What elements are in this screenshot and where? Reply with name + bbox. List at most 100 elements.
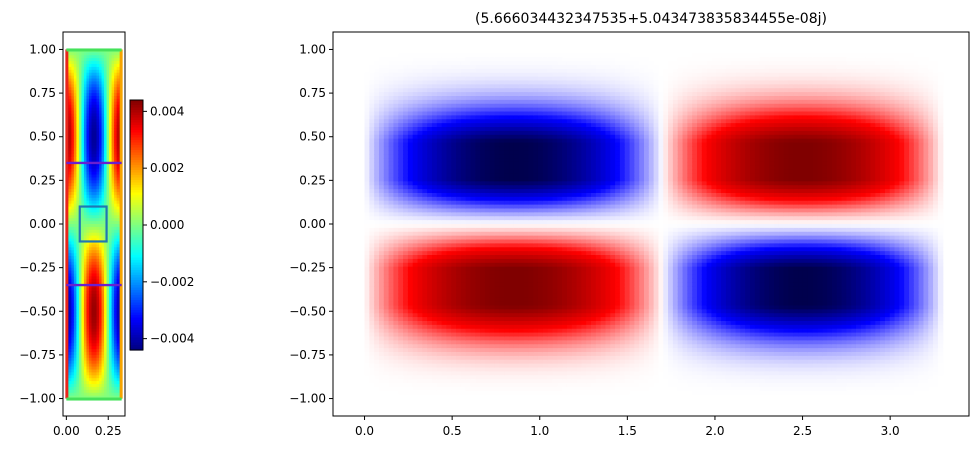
heat-cell	[417, 352, 423, 357]
heat-cell	[106, 349, 110, 353]
heat-cell	[81, 325, 85, 330]
heat-cell	[106, 139, 110, 144]
heat-cell	[83, 125, 88, 129]
heat-cell	[436, 142, 443, 148]
heat-cell	[94, 139, 98, 144]
heat-cell	[460, 57, 467, 62]
heat-cell	[116, 363, 120, 368]
heat-cell	[83, 325, 88, 330]
heat-cell	[73, 224, 78, 228]
heat-cell	[114, 302, 118, 307]
heat-cell	[398, 262, 404, 268]
heat-cell	[91, 116, 95, 120]
heat-cell	[109, 381, 113, 385]
heat-cell	[451, 355, 457, 361]
heat-cell	[417, 154, 423, 159]
heat-cell	[114, 203, 118, 208]
heat-cell	[91, 389, 95, 394]
heat-cell	[436, 390, 443, 396]
heat-cell	[364, 200, 370, 206]
heat-cell	[94, 224, 98, 228]
heat-cell	[451, 297, 457, 303]
heat-cell	[456, 305, 462, 310]
heat-cell	[78, 302, 83, 307]
heat-cell	[456, 332, 462, 338]
heat-cell	[422, 53, 428, 58]
heat-cell	[427, 146, 433, 151]
heat-cell	[73, 177, 78, 181]
heat-cell	[81, 375, 85, 379]
heat-cell	[412, 363, 419, 369]
heat-cell	[88, 267, 93, 272]
heat-cell	[68, 107, 72, 112]
heat-cell	[422, 383, 428, 388]
heat-cell	[114, 177, 118, 181]
heat-cell	[412, 99, 419, 105]
heat-cell	[104, 69, 108, 74]
heat-cell	[99, 386, 103, 391]
heat-cell	[76, 322, 80, 327]
heat-cell	[446, 130, 452, 136]
heat-cell	[104, 75, 108, 80]
heat-cell	[76, 183, 80, 187]
heat-cell	[109, 392, 113, 397]
heat-cell	[475, 247, 481, 252]
heat-cell	[465, 371, 472, 376]
heat-cell	[68, 101, 72, 106]
colorbar-step	[130, 205, 143, 209]
heat-cell	[374, 239, 380, 244]
heat-cell	[83, 224, 88, 228]
heat-cell	[456, 138, 462, 144]
heat-cell	[73, 148, 78, 152]
heat-cell	[388, 130, 395, 136]
heat-cell	[412, 359, 419, 365]
heat-cell	[407, 88, 414, 93]
heat-cell	[431, 185, 438, 190]
heat-cell	[86, 375, 90, 379]
heat-cell	[104, 305, 108, 309]
heat-cell	[76, 244, 80, 248]
heat-cell	[388, 196, 395, 202]
heat-cell	[431, 313, 438, 318]
heat-cell	[111, 168, 115, 173]
heat-cell	[86, 98, 90, 103]
heat-cell	[393, 154, 399, 159]
heat-cell	[470, 243, 476, 248]
heat-cell	[470, 251, 476, 256]
heat-cell	[417, 313, 423, 318]
heat-cell	[111, 363, 115, 368]
heat-cell	[106, 116, 110, 120]
heat-cell	[388, 383, 395, 388]
heat-cell	[407, 158, 414, 163]
heat-cell	[388, 99, 395, 105]
bottom-boundary-band	[66, 397, 122, 401]
heat-cell	[68, 317, 72, 321]
heat-cell	[83, 334, 88, 339]
heat-cell	[106, 256, 110, 260]
heat-cell	[104, 267, 108, 272]
heat-cell	[436, 313, 443, 318]
colorbar-step	[130, 285, 143, 289]
heat-cell	[86, 58, 90, 62]
heat-cell	[94, 288, 98, 292]
heat-cell	[378, 96, 385, 101]
heat-cell	[96, 72, 100, 77]
heat-cell	[431, 169, 438, 175]
heat-cell	[436, 115, 443, 120]
heat-cell	[68, 221, 72, 225]
heat-cell	[86, 363, 90, 368]
heat-cell	[73, 55, 78, 59]
heat-cell	[470, 212, 476, 217]
heat-cell	[116, 378, 120, 382]
heat-cell	[116, 317, 120, 321]
heat-cell	[412, 208, 419, 213]
heat-cell	[456, 150, 462, 155]
heat-cell	[412, 262, 419, 268]
heat-cell	[407, 220, 414, 225]
heat-cell	[88, 110, 93, 115]
heat-cell	[68, 212, 72, 216]
heat-cell	[99, 241, 103, 245]
heat-cell	[88, 174, 93, 179]
heat-cell	[441, 301, 448, 307]
heat-cell	[86, 232, 90, 237]
